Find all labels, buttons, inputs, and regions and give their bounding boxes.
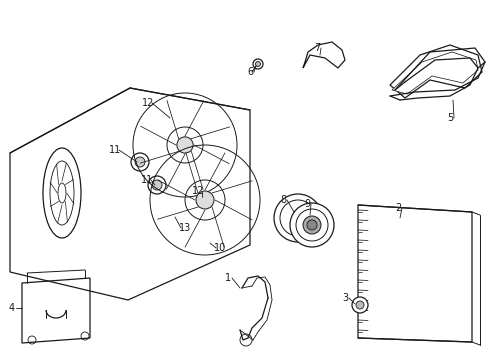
Circle shape <box>177 137 193 153</box>
Circle shape <box>253 59 263 69</box>
Text: 12: 12 <box>192 186 204 196</box>
Text: 1: 1 <box>225 273 231 283</box>
Circle shape <box>290 203 334 247</box>
Circle shape <box>307 220 317 230</box>
Text: 7: 7 <box>314 43 320 53</box>
Circle shape <box>303 216 321 234</box>
Text: 12: 12 <box>142 98 154 108</box>
Text: 11: 11 <box>109 145 121 155</box>
Text: 4: 4 <box>9 303 15 313</box>
Text: 3: 3 <box>342 293 348 303</box>
Circle shape <box>152 180 162 190</box>
Circle shape <box>196 191 214 209</box>
Circle shape <box>131 153 149 171</box>
Circle shape <box>352 297 368 313</box>
Circle shape <box>296 209 328 241</box>
Circle shape <box>255 62 261 67</box>
Circle shape <box>280 200 316 236</box>
Text: 8: 8 <box>280 195 286 205</box>
Text: 10: 10 <box>214 243 226 253</box>
Text: 5: 5 <box>447 113 453 123</box>
Polygon shape <box>392 52 478 94</box>
Circle shape <box>135 157 145 167</box>
Text: 2: 2 <box>395 203 401 213</box>
Text: 11: 11 <box>141 175 153 185</box>
Text: 13: 13 <box>179 223 191 233</box>
Circle shape <box>148 176 166 194</box>
Circle shape <box>356 301 364 309</box>
Text: 6: 6 <box>247 67 253 77</box>
Circle shape <box>274 194 322 242</box>
Text: 9: 9 <box>304 199 310 209</box>
